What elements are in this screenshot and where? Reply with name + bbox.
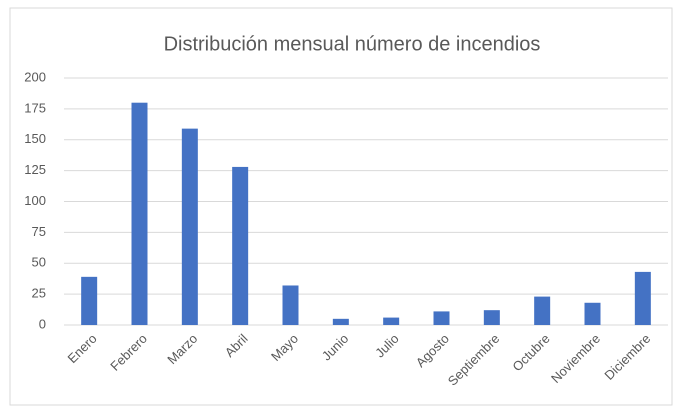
y-tick-label: 75	[32, 224, 46, 239]
y-tick-label: 100	[24, 193, 46, 208]
bar	[81, 276, 98, 325]
chart-frame	[9, 7, 673, 406]
y-tick-label: 25	[32, 286, 46, 301]
bar	[332, 318, 349, 325]
bar	[534, 296, 551, 325]
bar	[181, 128, 198, 325]
y-tick-label: 125	[24, 162, 46, 177]
bar	[282, 285, 299, 325]
bar	[131, 102, 148, 325]
y-tick-label: 150	[24, 131, 46, 146]
chart-title: Distribución mensual número de incendios	[164, 33, 541, 55]
bar	[232, 166, 249, 325]
y-tick-label: 200	[24, 69, 46, 84]
bar	[483, 310, 500, 325]
bar	[584, 302, 601, 325]
y-tick-label: 50	[32, 255, 46, 270]
bar	[634, 271, 651, 325]
bar	[383, 317, 400, 325]
y-tick-label: 0	[39, 316, 46, 331]
bar	[433, 311, 450, 325]
y-tick-label: 175	[24, 100, 46, 115]
